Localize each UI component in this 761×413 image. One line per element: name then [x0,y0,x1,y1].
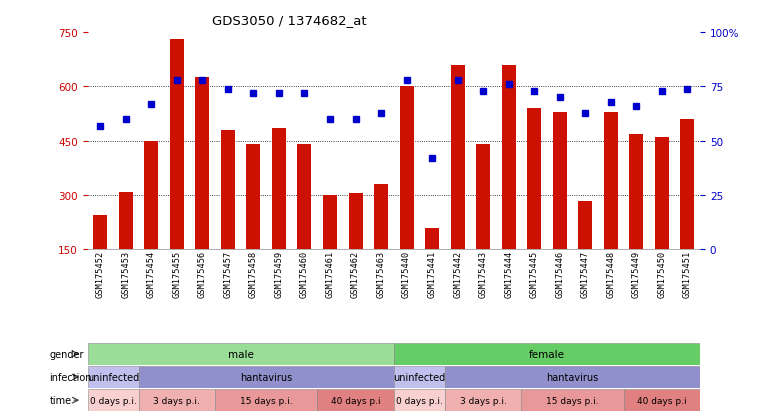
Bar [349,194,362,250]
Text: GSM175455: GSM175455 [172,250,181,297]
Bar [445,366,700,388]
Text: 3 days p.i.: 3 days p.i. [154,396,200,405]
Text: GSM175446: GSM175446 [556,250,564,297]
Text: GSM175451: GSM175451 [683,250,692,297]
Text: 40 days p.i: 40 days p.i [331,396,380,405]
Bar [88,366,139,388]
Bar [215,389,317,411]
Bar [400,87,413,250]
Bar [629,134,643,250]
Text: 15 days p.i.: 15 days p.i. [546,396,599,405]
Bar [521,389,623,411]
Text: GSM175452: GSM175452 [96,250,105,297]
Text: GSM175441: GSM175441 [428,250,437,297]
Text: GSM175457: GSM175457 [224,250,232,297]
Text: GSM175442: GSM175442 [453,250,462,297]
Bar [221,131,235,250]
Bar [145,142,158,250]
Text: GSM175459: GSM175459 [275,250,283,297]
Bar [654,138,669,250]
Bar [247,145,260,250]
Text: GSM175460: GSM175460 [300,250,309,297]
Text: 3 days p.i.: 3 days p.i. [460,396,507,405]
Text: infection: infection [49,372,92,382]
Text: GSM175458: GSM175458 [249,250,258,297]
Text: 40 days p.i: 40 days p.i [637,396,686,405]
Text: female: female [529,349,565,359]
Bar [298,145,311,250]
Bar [139,389,215,411]
Bar [425,228,439,250]
Text: GSM175447: GSM175447 [581,250,590,297]
Text: GSM175444: GSM175444 [505,250,513,297]
Text: GSM175462: GSM175462 [351,250,360,297]
Bar [323,196,337,250]
Text: GSM175448: GSM175448 [607,250,616,297]
Text: GSM175445: GSM175445 [530,250,539,297]
Bar [119,192,133,250]
Bar [603,113,618,250]
Bar [501,66,516,250]
Text: GSM175443: GSM175443 [479,250,488,297]
Bar [170,40,184,250]
Text: GSM175449: GSM175449 [632,250,641,297]
Text: hantavirus: hantavirus [546,372,599,382]
Bar [451,66,465,250]
Bar [394,389,445,411]
Text: 0 days p.i.: 0 days p.i. [90,396,136,405]
Text: gender: gender [49,349,84,359]
Bar [680,120,694,250]
Text: time: time [49,395,72,405]
Bar [394,343,700,365]
Bar [196,78,209,250]
Text: GSM175453: GSM175453 [121,250,130,297]
Text: GSM175454: GSM175454 [147,250,156,297]
Text: uninfected: uninfected [393,372,445,382]
Text: hantavirus: hantavirus [240,372,292,382]
Bar [374,185,388,250]
Bar [476,145,490,250]
Bar [272,129,286,250]
Text: GSM175440: GSM175440 [402,250,411,297]
Bar [445,389,521,411]
Text: GSM175461: GSM175461 [326,250,335,297]
Bar [578,201,592,250]
Text: GSM175450: GSM175450 [658,250,667,297]
Text: GSM175456: GSM175456 [198,250,207,297]
Bar [88,343,394,365]
Text: GDS3050 / 1374682_at: GDS3050 / 1374682_at [212,14,367,27]
Text: 0 days p.i.: 0 days p.i. [396,396,443,405]
Bar [394,366,445,388]
Text: GSM175463: GSM175463 [377,250,386,297]
Bar [552,113,567,250]
Bar [88,389,139,411]
Bar [139,366,394,388]
Text: uninfected: uninfected [87,372,139,382]
Bar [623,389,700,411]
Bar [94,216,107,250]
Bar [317,389,394,411]
Text: 15 days p.i.: 15 days p.i. [240,396,292,405]
Bar [527,109,541,250]
Text: male: male [228,349,253,359]
